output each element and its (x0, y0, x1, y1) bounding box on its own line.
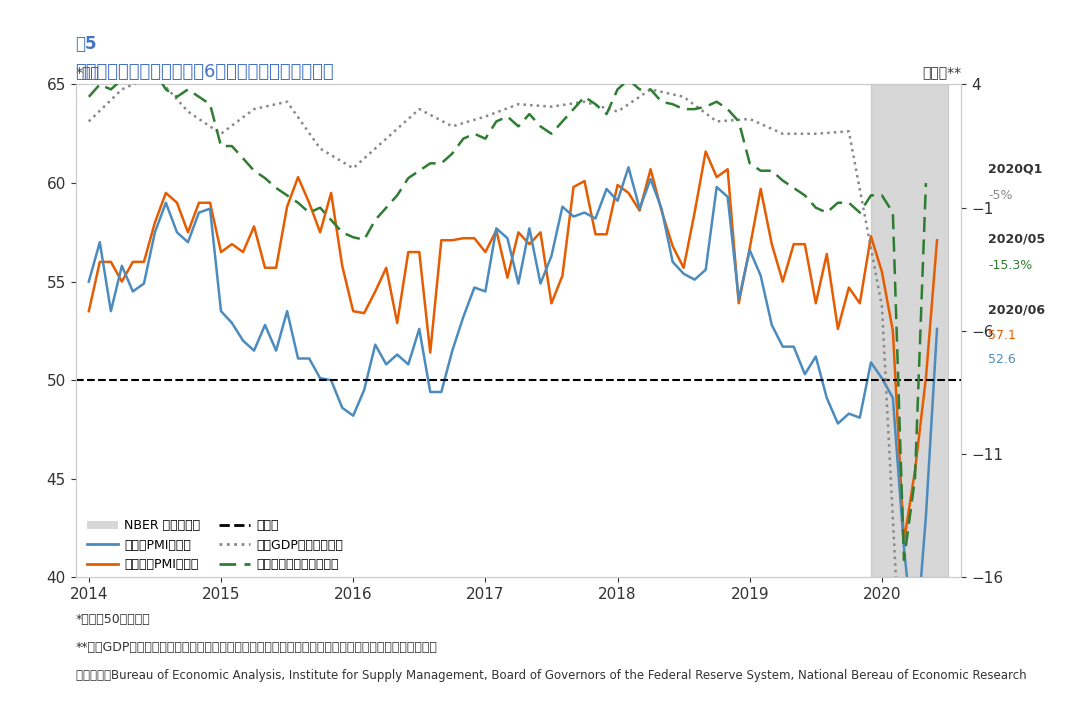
Text: 2020Q1: 2020Q1 (988, 163, 1042, 175)
Text: 2020/05: 2020/05 (988, 233, 1045, 246)
Text: *值高于50表示扩张: *值高于50表示扩张 (76, 613, 150, 626)
Legend: NBER 经济衰退期, 制造业PMI（左）, 非制造业PMI（左）, 枯荣线, 实际GDP增长率（右）, 工业生产指数同比（右）: NBER 经济衰退期, 制造业PMI（左）, 非制造业PMI（左）, 枯荣线, … (82, 515, 349, 576)
Bar (870, 84, 948, 577)
Text: 图5: 图5 (76, 35, 97, 54)
Text: 2020/06: 2020/06 (988, 303, 1045, 316)
Text: -15.3%: -15.3% (988, 259, 1032, 272)
Text: **实际GDP增长率为相较于前一个季度的百分比变化，工业生产指数为同比增长，按年率进行季节性调整: **实际GDP增长率为相较于前一个季度的百分比变化，工业生产指数为同比增长，按年… (76, 641, 437, 654)
Text: 制造业指数、非制造业指数6月大幅上升，超过枯荣线: 制造业指数、非制造业指数6月大幅上升，超过枯荣线 (76, 63, 334, 82)
Text: 数据来源：Bureau of Economic Analysis, Institute for Supply Management, Board of Gove: 数据来源：Bureau of Economic Analysis, Instit… (76, 670, 1026, 682)
Text: -5%: -5% (988, 189, 1013, 201)
Text: *指数: *指数 (76, 65, 99, 80)
Text: 百分比**: 百分比** (922, 65, 961, 80)
Text: 52.6: 52.6 (988, 353, 1016, 365)
Text: 57.1: 57.1 (988, 329, 1016, 342)
